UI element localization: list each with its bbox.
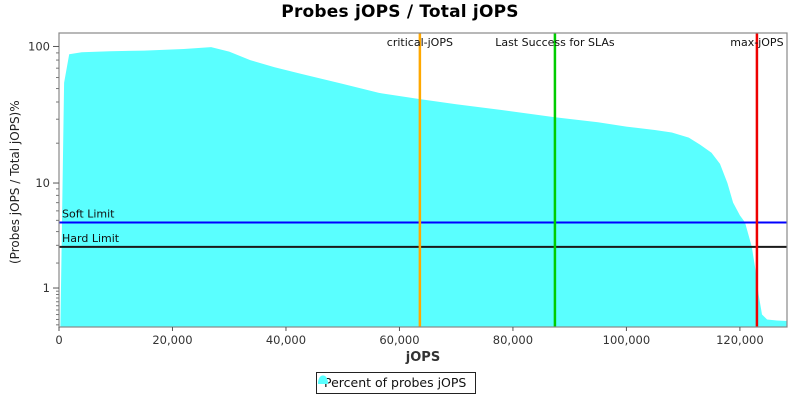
marker-label-last-success-for-slas: Last Success for SLAs — [495, 36, 615, 49]
plot-border — [58, 32, 788, 328]
chart-title: Probes jOPS / Total jOPS — [281, 2, 519, 22]
x-tick-label: 60,000 — [379, 333, 419, 347]
x-tick-label: 0 — [55, 333, 62, 347]
legend-swatch-icon — [318, 375, 328, 384]
marker-label-critical-jops: critical-jOPS — [387, 36, 453, 49]
x-tick-label: 100,000 — [603, 333, 651, 347]
area-series-percent-probes-jops — [60, 47, 787, 327]
y-axis-label: (Probes jOPS / Total jOPS)% — [8, 100, 22, 264]
y-tick-label: 100 — [28, 39, 50, 53]
legend-item-label: Percent of probes jOPS — [324, 375, 467, 390]
x-tick-label: 40,000 — [266, 333, 306, 347]
y-tick-label: 1 — [43, 281, 50, 295]
limit-label-hard-limit: Hard Limit — [62, 232, 120, 245]
x-axis-label: jOPS — [405, 350, 441, 365]
marker-label-max-jops: max-jOPS — [730, 36, 783, 49]
x-tick-label: 120,000 — [716, 333, 764, 347]
x-tick-label: 20,000 — [152, 333, 192, 347]
limit-label-soft-limit: Soft Limit — [62, 207, 115, 220]
x-tick-label: 80,000 — [493, 333, 533, 347]
y-tick-label: 10 — [35, 176, 50, 190]
legend: Percent of probes jOPS — [316, 372, 477, 394]
